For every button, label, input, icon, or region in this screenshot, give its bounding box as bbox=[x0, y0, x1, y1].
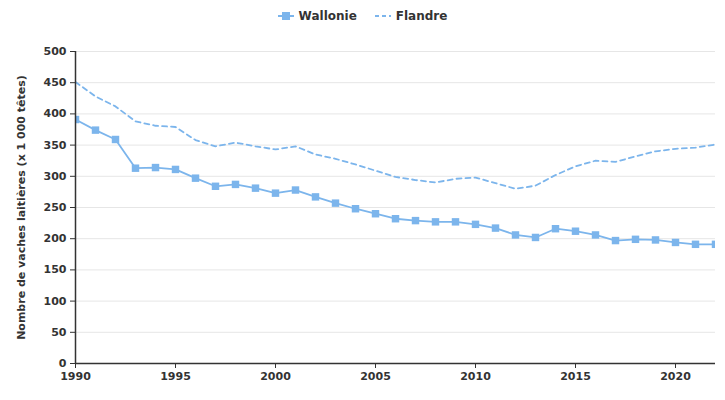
svg-text:Nombre de vaches laitières (x: Nombre de vaches laitières (x 1 000 tête… bbox=[15, 75, 28, 340]
svg-text:200: 200 bbox=[44, 232, 67, 245]
html-text:Flandre: Flandre bbox=[395, 9, 448, 23]
svg-text:2005: 2005 bbox=[360, 370, 391, 383]
svg-text:0: 0 bbox=[59, 357, 67, 370]
svg-text:500: 500 bbox=[44, 45, 67, 58]
svg-text:1990: 1990 bbox=[60, 370, 91, 383]
svg-text:400: 400 bbox=[44, 107, 67, 120]
svg-text:2000: 2000 bbox=[260, 370, 291, 383]
html-text:Wallonie: Wallonie bbox=[298, 9, 357, 23]
svg-text:2015: 2015 bbox=[560, 370, 591, 383]
svg-text:50: 50 bbox=[51, 326, 67, 339]
svg-text:450: 450 bbox=[44, 76, 67, 89]
svg-text:1995: 1995 bbox=[160, 370, 191, 383]
svg-text:300: 300 bbox=[44, 170, 67, 183]
svg-text:2020: 2020 bbox=[660, 370, 691, 383]
svg-text:100: 100 bbox=[44, 295, 67, 308]
svg-text:250: 250 bbox=[44, 201, 67, 214]
svg-text:350: 350 bbox=[44, 139, 67, 152]
svg-text:150: 150 bbox=[44, 263, 67, 276]
svg-text:2010: 2010 bbox=[460, 370, 491, 383]
